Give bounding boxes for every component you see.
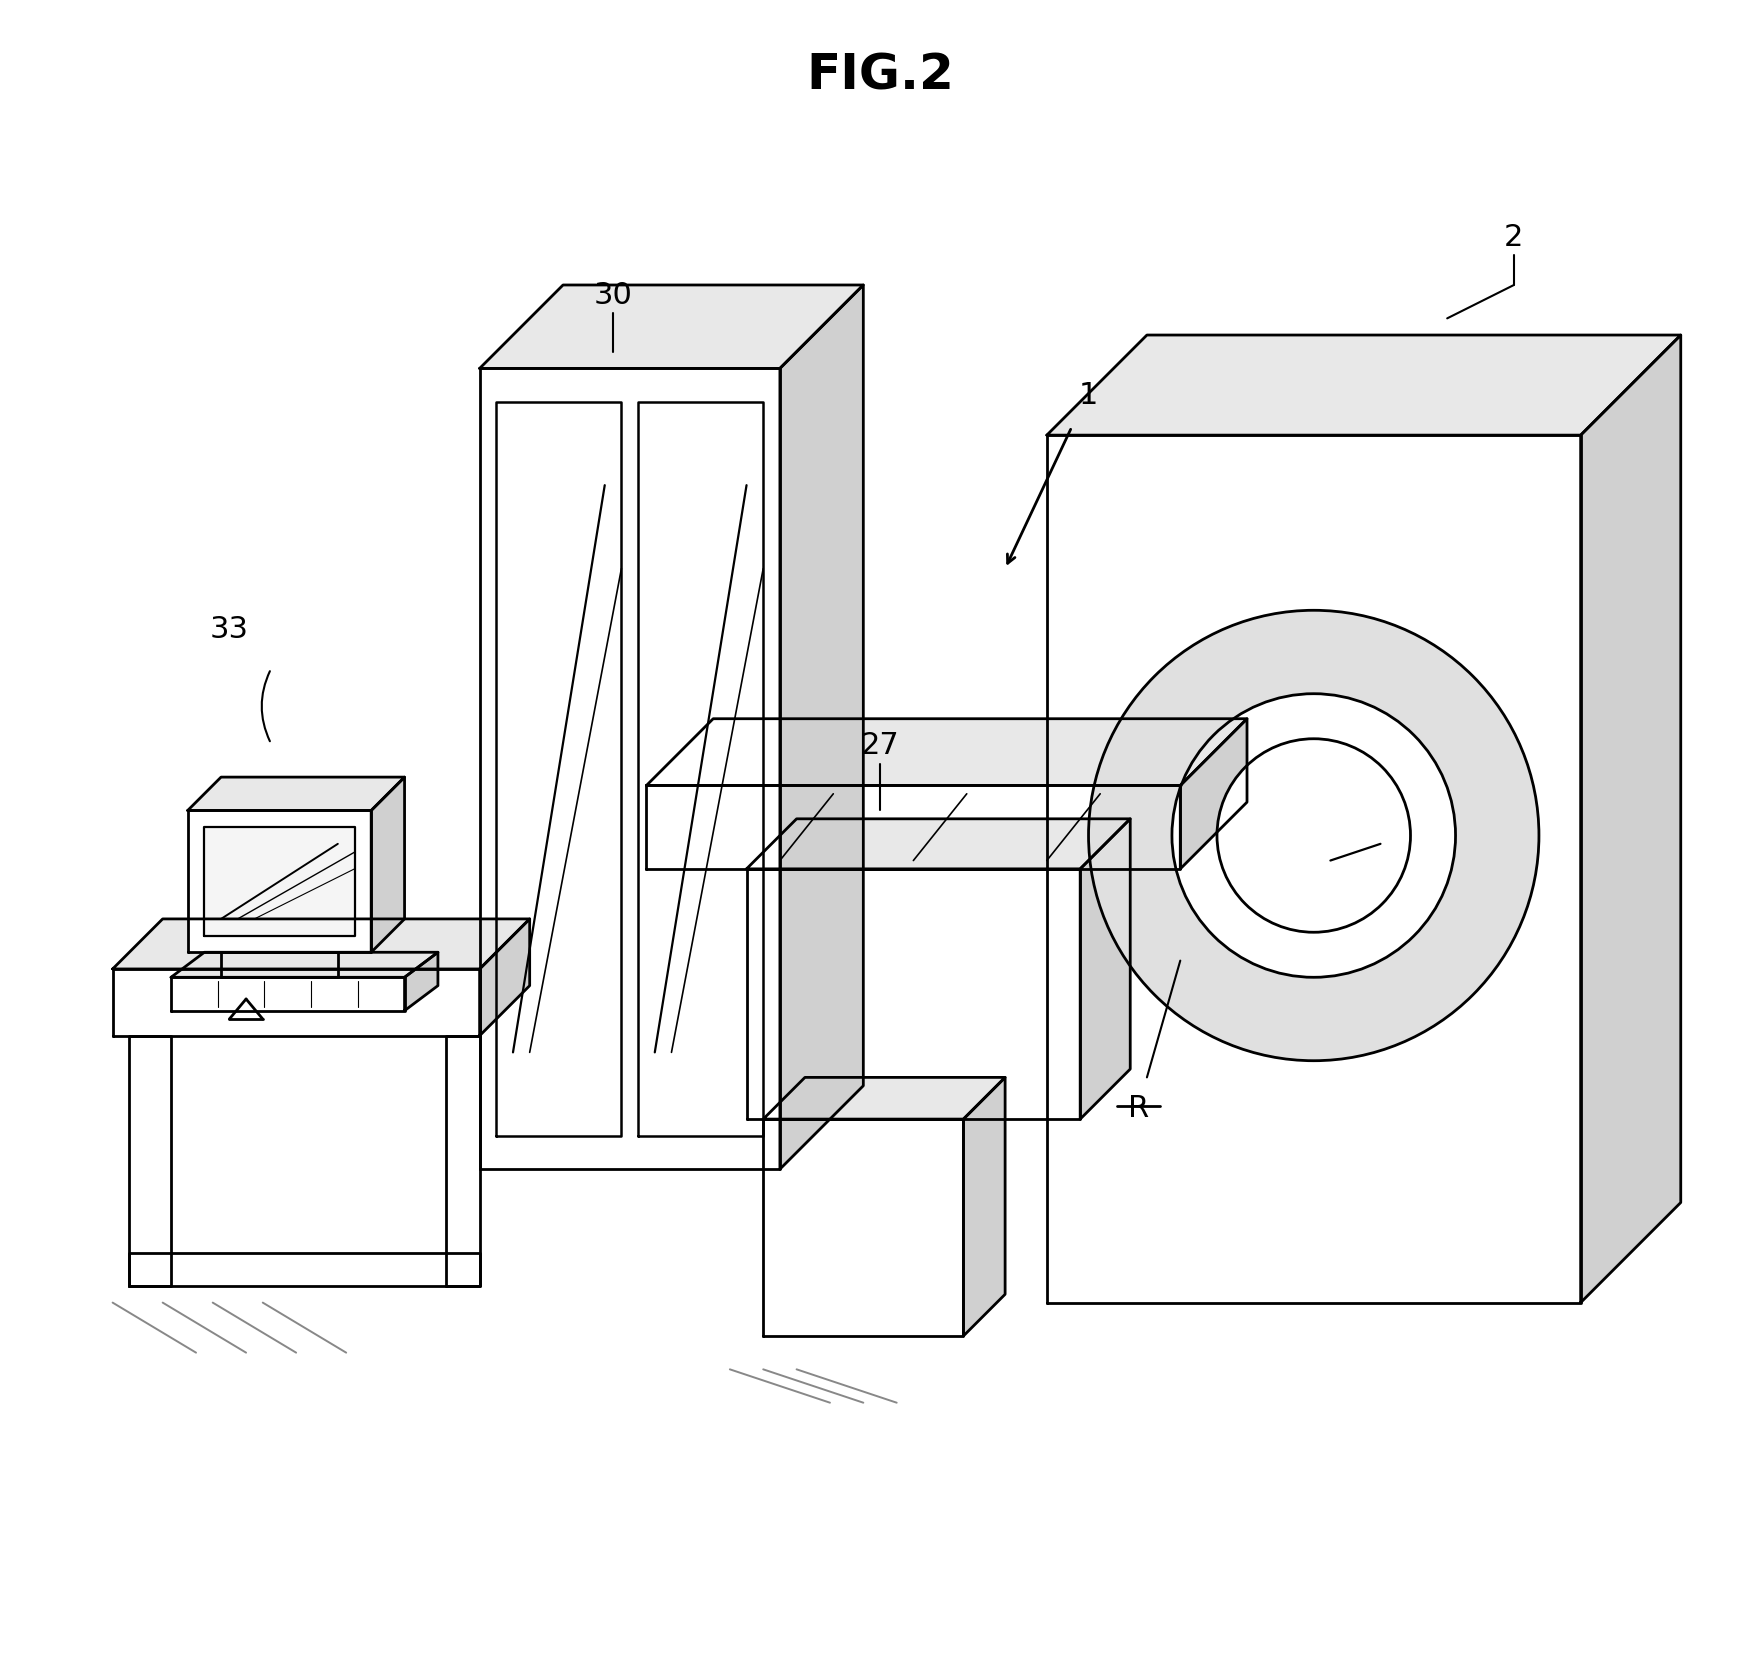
Polygon shape: [963, 1078, 1005, 1337]
Polygon shape: [447, 1036, 480, 1287]
Polygon shape: [1047, 434, 1580, 1303]
Polygon shape: [480, 919, 530, 1036]
Polygon shape: [204, 827, 354, 936]
Polygon shape: [371, 777, 405, 952]
Polygon shape: [480, 286, 864, 368]
Polygon shape: [171, 978, 405, 1011]
Polygon shape: [764, 1078, 1005, 1120]
Text: 2: 2: [1505, 222, 1524, 252]
Text: 27: 27: [861, 732, 899, 760]
Polygon shape: [764, 1120, 963, 1337]
Polygon shape: [188, 777, 405, 810]
Polygon shape: [646, 785, 1181, 869]
Polygon shape: [1081, 819, 1130, 1120]
Polygon shape: [128, 1253, 480, 1287]
Polygon shape: [1047, 334, 1681, 434]
Polygon shape: [780, 286, 864, 1170]
Polygon shape: [188, 810, 371, 952]
Text: FIG.2: FIG.2: [806, 52, 954, 100]
Polygon shape: [746, 869, 1081, 1120]
Text: 33: 33: [209, 615, 248, 643]
Polygon shape: [222, 952, 338, 978]
Polygon shape: [128, 1036, 171, 1287]
Polygon shape: [646, 719, 1248, 785]
Polygon shape: [171, 952, 438, 978]
Text: 1: 1: [1079, 381, 1098, 409]
Text: 30: 30: [593, 281, 632, 311]
Polygon shape: [405, 952, 438, 1011]
Polygon shape: [480, 368, 780, 1170]
Polygon shape: [113, 969, 480, 1036]
Polygon shape: [113, 919, 530, 969]
Polygon shape: [746, 819, 1130, 869]
Circle shape: [1216, 739, 1410, 932]
Polygon shape: [1181, 719, 1248, 869]
Polygon shape: [1580, 334, 1681, 1303]
Text: R: R: [1128, 1095, 1149, 1123]
